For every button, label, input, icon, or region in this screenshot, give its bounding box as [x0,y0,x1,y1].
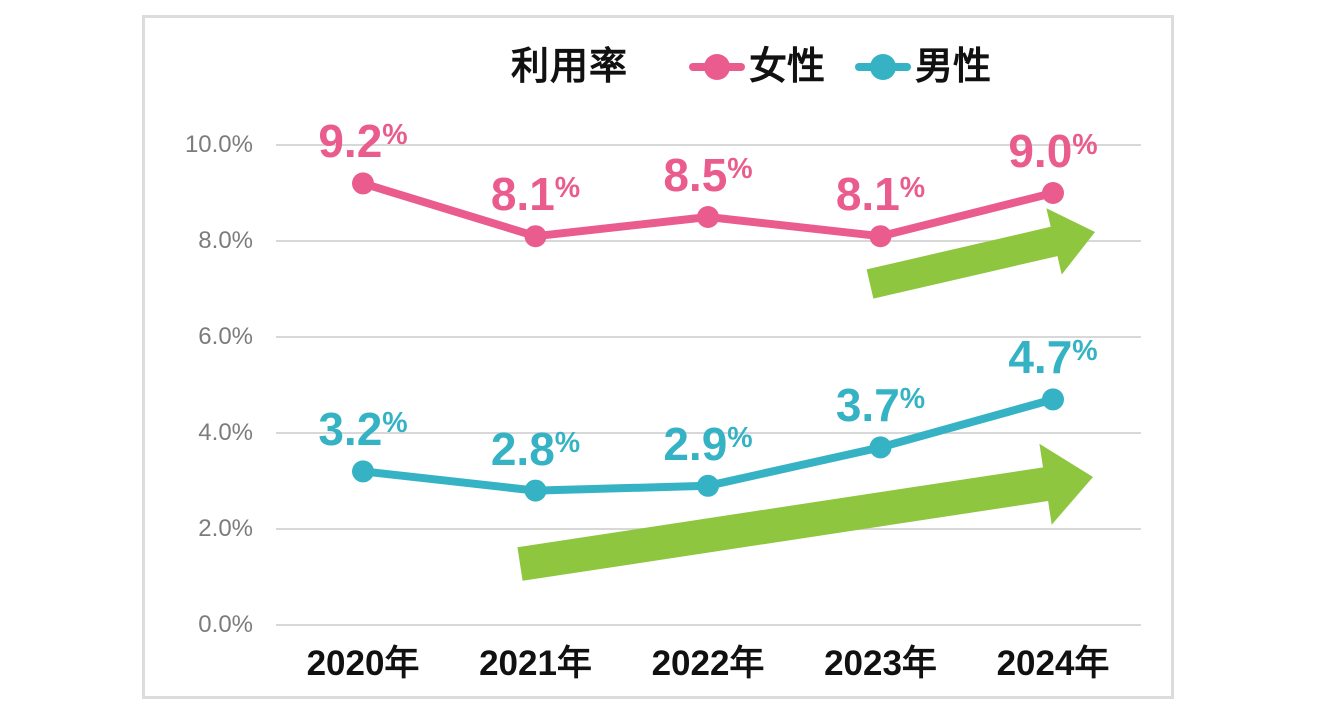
line-marker-icon [689,53,745,81]
chart-canvas [276,144,1141,626]
data-point-label: 4.7% [1008,331,1098,384]
x-axis-tick-label: 2024年 [996,644,1110,683]
y-axis-tick-label: 8.0% [198,227,253,254]
data-point [524,479,547,502]
data-point-label: 9.0% [1008,124,1098,177]
data-point [352,460,374,483]
data-point [1042,388,1064,411]
y-axis-tick-label: 0.0% [198,611,253,638]
data-point-label: 8.1% [490,168,581,221]
chart-area: 0.0% 2.0% 4.0% 6.0% 8.0% 10.0% 9.2% 8.1% 8.5% 8.1… [145,18,1171,696]
x-axis-tick-label: 2020年 [306,644,420,683]
chart-card: 利用率 女性 男性 0.0% 2.0% 4.0% 6.0% 8.0% 10.0% 9.2% 8… [142,15,1174,699]
trend-arrow-icon [517,443,1093,581]
legend-item-female: 女性 [689,48,825,86]
data-point-label: 2.9% [663,417,753,470]
data-point [869,225,892,248]
legend-item-male: 男性 [855,48,991,86]
line-marker-icon [855,53,912,81]
x-axis-tick-label: 2023年 [824,644,937,683]
data-point [697,474,719,497]
chart-title: 利用率 [511,46,629,88]
x-axis-tick-label: 2022年 [651,644,765,683]
data-point [1042,182,1064,204]
data-point-label: 8.5% [663,148,753,201]
data-point-label: 8.1% [835,168,926,221]
data-point [524,225,547,248]
data-point [869,436,892,459]
y-axis-tick-label: 4.0% [198,419,253,446]
y-axis-tick-label: 10.0% [184,131,253,158]
data-point [352,172,374,195]
legend: 女性 男性 [689,48,991,86]
data-point-label: 3.2% [318,403,408,456]
x-axis-tick-label: 2021年 [479,644,592,683]
legend-label: 女性 [749,46,826,88]
legend-label: 男性 [915,46,992,88]
y-axis-tick-label: 6.0% [198,323,253,350]
data-point-label: 9.2% [318,115,408,168]
data-point [697,206,719,228]
trend-arrow-icon [866,208,1095,299]
data-point-label: 2.8% [490,422,581,475]
data-point-label: 3.7% [835,379,926,432]
y-axis-tick-label: 2.0% [198,515,253,542]
